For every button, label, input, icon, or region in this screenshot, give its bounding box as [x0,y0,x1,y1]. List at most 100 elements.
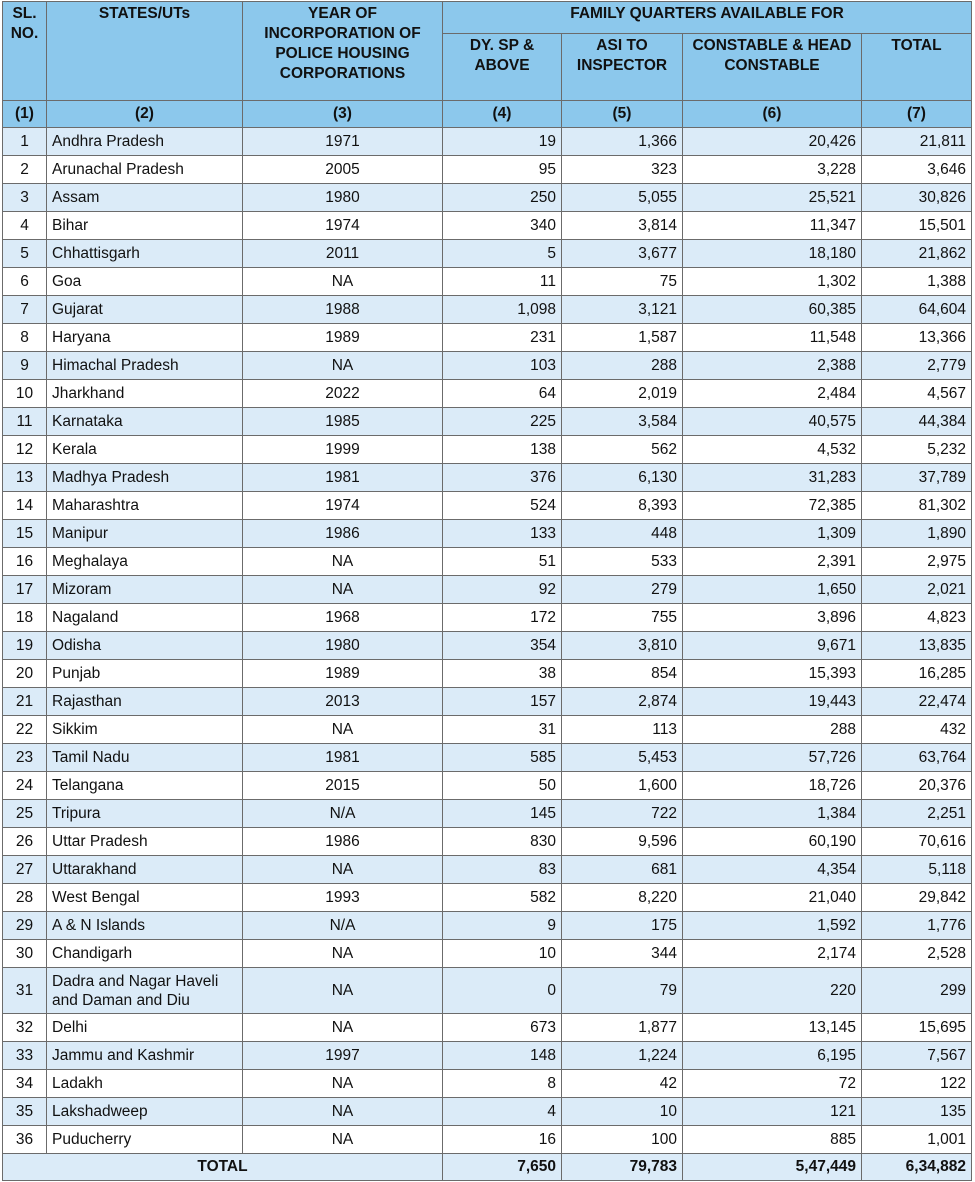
row-constable: 2,391 [683,548,862,576]
row-constable: 72,385 [683,492,862,520]
row-dysp: 10 [443,940,562,968]
row-year: 1997 [243,1042,443,1070]
row-constable: 20,426 [683,128,862,156]
row-state: Andhra Pradesh [47,128,243,156]
row-state: Jharkhand [47,380,243,408]
row-constable: 18,726 [683,772,862,800]
table-row: 13 Madhya Pradesh 1981 376 6,130 31,283 37,789 [3,464,972,492]
row-sl-no: 7 [3,296,47,324]
row-dysp: 585 [443,744,562,772]
row-year: 1980 [243,184,443,212]
row-dysp: 340 [443,212,562,240]
table-row: 16 Meghalaya NA 51 533 2,391 2,975 [3,548,972,576]
row-year: 2013 [243,688,443,716]
row-dysp: 250 [443,184,562,212]
row-state: Arunachal Pradesh [47,156,243,184]
row-asi: 1,587 [562,324,683,352]
row-dysp: 157 [443,688,562,716]
row-dysp: 31 [443,716,562,744]
row-total: 2,251 [862,800,972,828]
row-constable: 13,145 [683,1014,862,1042]
row-year: 1981 [243,464,443,492]
table-row: 21 Rajasthan 2013 157 2,874 19,443 22,474 [3,688,972,716]
row-dysp: 172 [443,604,562,632]
row-asi: 8,393 [562,492,683,520]
row-asi: 562 [562,436,683,464]
row-asi: 344 [562,940,683,968]
row-total: 7,567 [862,1042,972,1070]
row-constable: 11,548 [683,324,862,352]
row-sl-no: 35 [3,1098,47,1126]
row-constable: 4,532 [683,436,862,464]
row-year: NA [243,352,443,380]
row-total: 37,789 [862,464,972,492]
header-constable: CONSTABLE & HEAD CONSTABLE [683,34,862,101]
row-sl-no: 17 [3,576,47,604]
table-row: 6 Goa NA 11 75 1,302 1,388 [3,268,972,296]
row-asi: 10 [562,1098,683,1126]
row-state: Bihar [47,212,243,240]
row-constable: 3,228 [683,156,862,184]
row-total: 1,776 [862,912,972,940]
row-sl-no: 16 [3,548,47,576]
row-state: A & N Islands [47,912,243,940]
row-state: Meghalaya [47,548,243,576]
table-row: 3 Assam 1980 250 5,055 25,521 30,826 [3,184,972,212]
row-total: 44,384 [862,408,972,436]
row-sl-no: 19 [3,632,47,660]
row-state: Lakshadweep [47,1098,243,1126]
row-state: Karnataka [47,408,243,436]
row-dysp: 16 [443,1126,562,1154]
row-year: 1971 [243,128,443,156]
row-state: Himachal Pradesh [47,352,243,380]
row-state: Chandigarh [47,940,243,968]
row-constable: 21,040 [683,884,862,912]
row-year: 1986 [243,828,443,856]
row-constable: 15,393 [683,660,862,688]
row-year: 1993 [243,884,443,912]
row-total: 2,021 [862,576,972,604]
row-total: 16,285 [862,660,972,688]
row-constable: 885 [683,1126,862,1154]
table-row: 23 Tamil Nadu 1981 585 5,453 57,726 63,764 [3,744,972,772]
row-year: 1986 [243,520,443,548]
row-asi: 755 [562,604,683,632]
row-year: NA [243,1098,443,1126]
row-dysp: 145 [443,800,562,828]
table-row: 34 Ladakh NA 8 42 72 122 [3,1070,972,1098]
row-asi: 5,453 [562,744,683,772]
column-number-row: (1) (2) (3) (4) (5) (6) (7) [3,101,972,128]
row-state: Odisha [47,632,243,660]
header-total: TOTAL [862,34,972,101]
row-state: Nagaland [47,604,243,632]
row-constable: 11,347 [683,212,862,240]
row-state: Assam [47,184,243,212]
row-total: 22,474 [862,688,972,716]
row-total: 432 [862,716,972,744]
row-constable: 2,174 [683,940,862,968]
row-year: NA [243,268,443,296]
row-dysp: 673 [443,1014,562,1042]
row-sl-no: 2 [3,156,47,184]
row-year: 2022 [243,380,443,408]
table-row: 32 Delhi NA 673 1,877 13,145 15,695 [3,1014,972,1042]
row-asi: 3,121 [562,296,683,324]
table-row: 35 Lakshadweep NA 4 10 121 135 [3,1098,972,1126]
row-dysp: 138 [443,436,562,464]
row-year: NA [243,716,443,744]
row-dysp: 8 [443,1070,562,1098]
row-constable: 1,592 [683,912,862,940]
row-sl-no: 6 [3,268,47,296]
row-sl-no: 29 [3,912,47,940]
table-row: 9 Himachal Pradesh NA 103 288 2,388 2,779 [3,352,972,380]
header-row-top: SL. NO. STATES/UTs YEAR OF INCORPORATION… [3,2,972,34]
row-state: Punjab [47,660,243,688]
row-total: 13,835 [862,632,972,660]
row-asi: 323 [562,156,683,184]
row-asi: 533 [562,548,683,576]
table-row: 19 Odisha 1980 354 3,810 9,671 13,835 [3,632,972,660]
row-year: NA [243,576,443,604]
row-dysp: 354 [443,632,562,660]
row-total: 64,604 [862,296,972,324]
